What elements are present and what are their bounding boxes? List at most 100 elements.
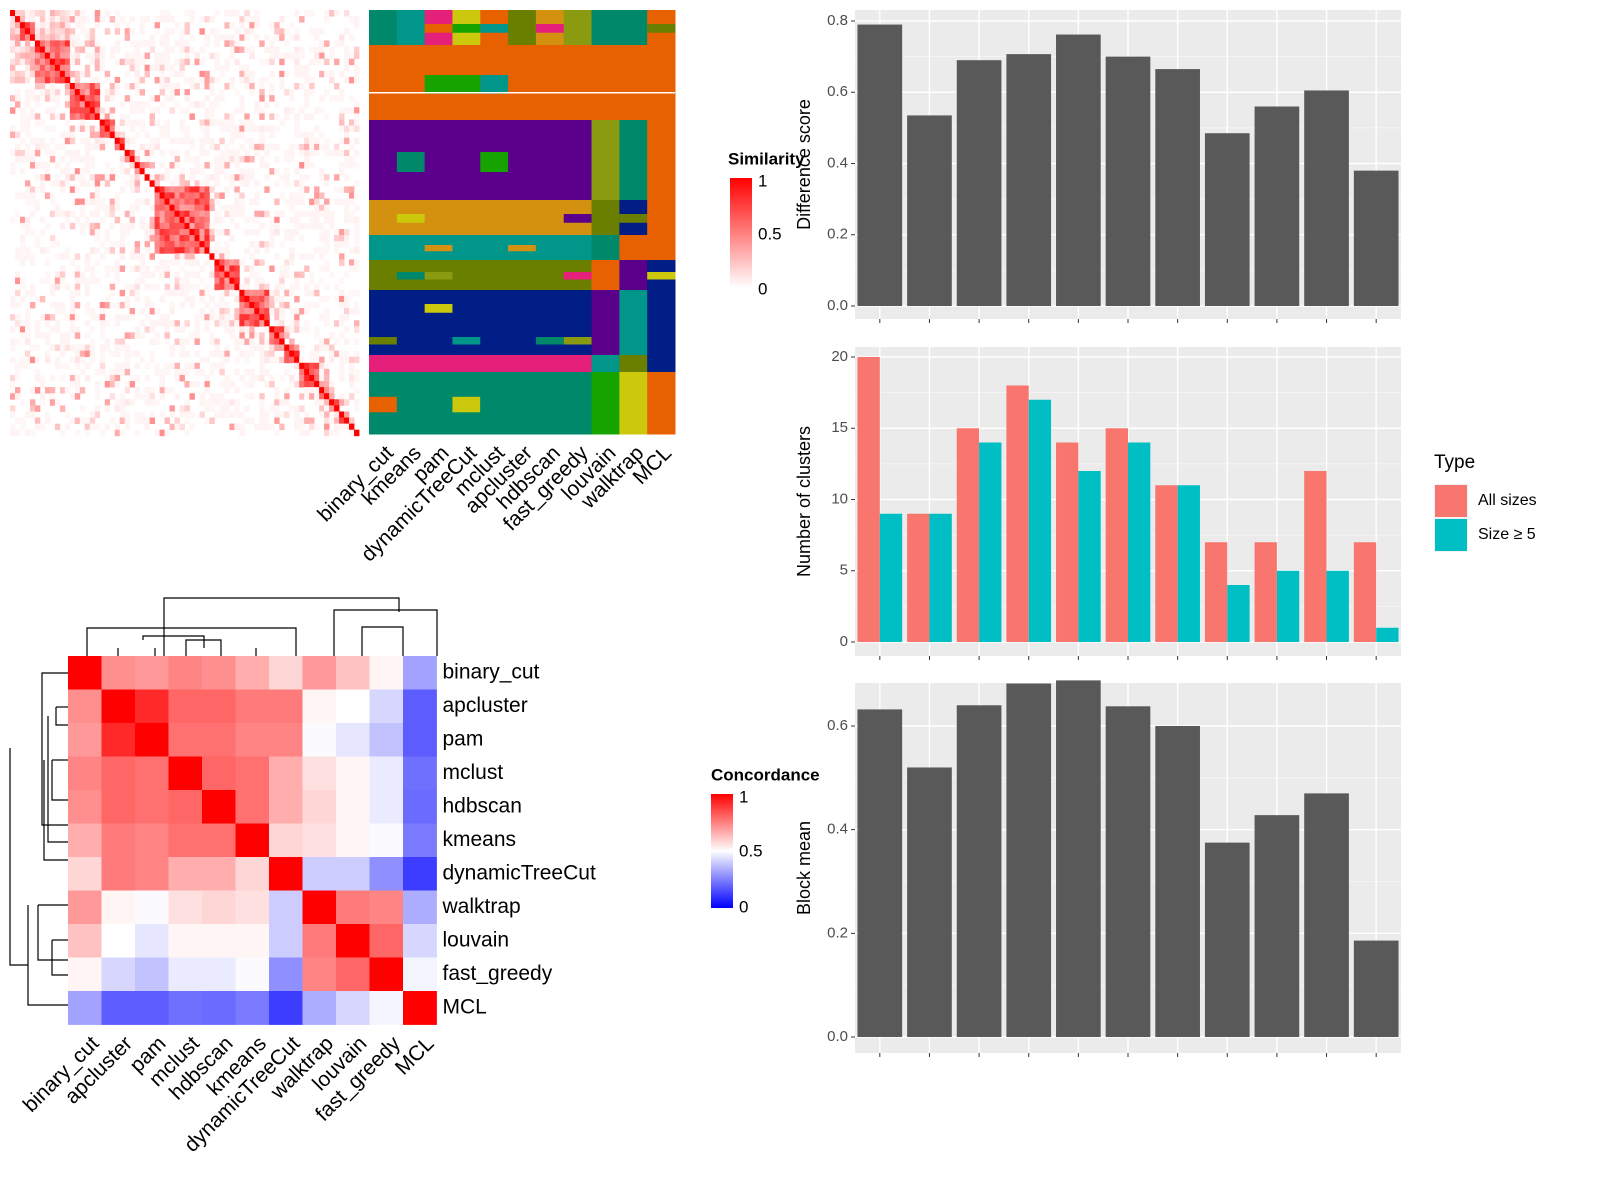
cluster-cell: [452, 200, 481, 236]
similarity-cell: [289, 259, 295, 266]
similarity-cell: [214, 143, 220, 151]
concordance-cell: [202, 723, 236, 757]
similarity-cell: [284, 155, 290, 163]
similarity-cell: [14, 95, 21, 102]
similarity-cell: [274, 338, 280, 345]
similarity-cell: [144, 295, 150, 303]
concordance-cell: [168, 823, 203, 858]
similarity-cell: [79, 222, 86, 230]
similarity-cell: [34, 113, 41, 120]
similarity-cell: [339, 350, 345, 358]
similarity-cell: [184, 320, 190, 327]
similarity-cell: [209, 28, 215, 35]
similarity-cell: [49, 192, 56, 199]
similarity-cell: [64, 58, 71, 66]
similarity-cell: [29, 95, 36, 102]
similarity-cell: [269, 344, 275, 352]
similarity-cell: [154, 216, 160, 224]
similarity-cell: [179, 107, 185, 114]
similarity-cell: [299, 381, 305, 388]
similarity-cell: [224, 162, 230, 169]
similarity-cell: [84, 301, 91, 309]
cluster-cell: [396, 290, 426, 326]
similarity-cell: [34, 235, 41, 242]
similarity-cell: [219, 259, 225, 266]
similarity-cell: [184, 58, 190, 66]
similarity-cell: [294, 143, 300, 151]
similarity-cell: [274, 46, 280, 53]
concordance-cell: [269, 991, 303, 1025]
similarity-cell: [99, 107, 106, 114]
similarity-cell: [259, 58, 265, 66]
bar-all-sizes: [1353, 542, 1377, 642]
similarity-cell: [114, 381, 121, 388]
similarity-cell: [244, 119, 250, 126]
similarity-cell: [24, 289, 31, 297]
y-tick-label: 0.4: [827, 821, 848, 838]
similarity-cell: [159, 387, 165, 394]
similarity-cell: [169, 405, 175, 412]
similarity-cell: [134, 168, 141, 175]
cluster-cell: [591, 372, 620, 435]
similarity-cell: [14, 210, 21, 218]
similarity-cell: [179, 204, 185, 212]
similarity-cell: [179, 168, 185, 175]
similarity-cell: [64, 16, 71, 23]
similarity-cell: [139, 89, 146, 96]
similarity-cell: [24, 253, 31, 260]
similarity-cell: [214, 64, 220, 72]
similarity-cell: [234, 344, 240, 352]
concordance-cell: [336, 890, 370, 925]
similarity-cell: [209, 253, 215, 260]
similarity-cell: [54, 34, 61, 41]
similarity-cell: [59, 277, 66, 285]
similarity-cell: [314, 58, 320, 66]
similarity-cell: [104, 320, 111, 327]
similarity-cell: [19, 155, 26, 163]
similarity-cell: [149, 387, 155, 394]
similarity-cell: [254, 107, 260, 114]
similarity-cell: [254, 192, 260, 199]
similarity-cell: [254, 228, 260, 236]
similarity-cell: [124, 332, 131, 339]
similarity-cell: [64, 387, 71, 394]
similarity-cell: [24, 143, 31, 151]
similarity-cell: [124, 222, 131, 230]
similarity-cell: [24, 356, 31, 364]
similarity-cell: [209, 314, 215, 321]
y-tick-label: 0.2: [827, 924, 848, 941]
similarity-cell: [214, 314, 220, 321]
similarity-cell: [169, 411, 175, 418]
similarity-cell: [184, 131, 190, 139]
similarity-cell: [54, 399, 61, 406]
similarity-cell: [229, 277, 235, 285]
similarity-cell: [24, 119, 31, 126]
similarity-cell: [59, 387, 66, 394]
similarity-cell: [89, 411, 96, 418]
cluster-cell: [424, 304, 453, 313]
similarity-cell: [19, 137, 26, 145]
concordance-cell: [168, 957, 203, 992]
similarity-cell: [44, 107, 51, 114]
similarity-cell: [139, 271, 146, 279]
similarity-cell: [64, 40, 71, 47]
similarity-cell: [179, 216, 185, 224]
concordance-cell: [403, 857, 437, 891]
similarity-cell: [149, 356, 155, 364]
similarity-cell: [319, 52, 325, 60]
similarity-cell: [234, 204, 240, 212]
concordance-cell: [269, 656, 303, 690]
similarity-cell: [174, 393, 180, 400]
similarity-cell: [299, 180, 305, 187]
similarity-cell: [229, 125, 235, 133]
similarity-cell: [234, 186, 240, 193]
similarity-cell: [184, 399, 190, 406]
similarity-cell: [234, 198, 240, 206]
concordance-cell: [403, 656, 437, 690]
similarity-cell: [129, 332, 136, 339]
similarity-cell: [354, 350, 360, 358]
similarity-cell: [314, 423, 320, 431]
similarity-cell: [84, 417, 91, 425]
similarity-cell: [214, 40, 220, 47]
similarity-cell: [309, 10, 315, 17]
